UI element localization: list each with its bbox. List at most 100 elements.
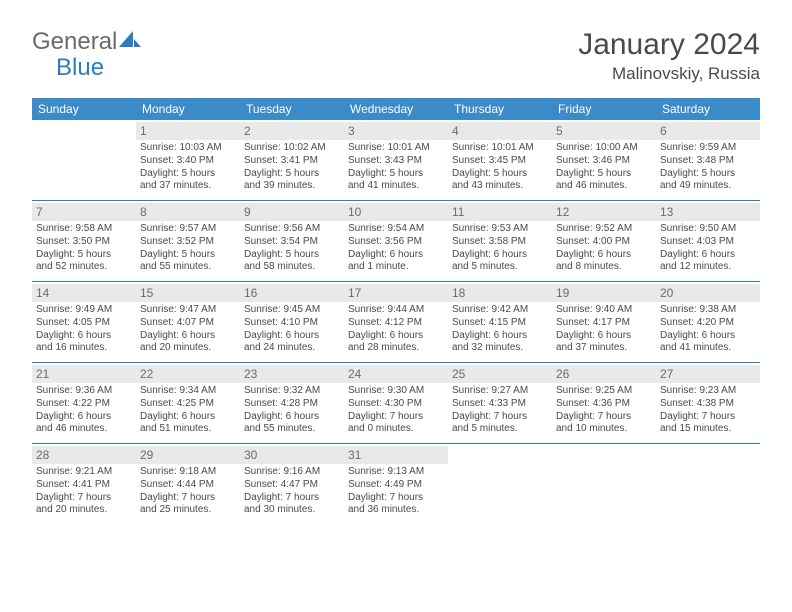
info-line: and 5 minutes. xyxy=(452,261,548,274)
day-number: 12 xyxy=(552,203,656,221)
day-number: 7 xyxy=(32,203,136,221)
info-line: Sunrise: 9:25 AM xyxy=(556,385,652,398)
info-line: Sunrise: 9:57 AM xyxy=(140,223,236,236)
day-cell: 22Sunrise: 9:34 AMSunset: 4:25 PMDayligh… xyxy=(136,363,240,443)
info-line: Daylight: 6 hours xyxy=(452,330,548,343)
month-title: January 2024 xyxy=(578,28,760,62)
info-line: Daylight: 5 hours xyxy=(140,249,236,262)
week-row: 28Sunrise: 9:21 AMSunset: 4:41 PMDayligh… xyxy=(32,444,760,524)
info-line: Daylight: 6 hours xyxy=(244,411,340,424)
info-line: and 15 minutes. xyxy=(660,423,756,436)
week-row: 7 Sunrise: 9:58 AMSunset: 3:50 PMDaylight… xyxy=(32,201,760,282)
info-line: and 55 minutes. xyxy=(140,261,236,274)
day-info: Sunrise: 9:57 AMSunset: 3:52 PMDaylight:… xyxy=(140,223,236,274)
info-line: Sunset: 4:07 PM xyxy=(140,317,236,330)
week-row: 14Sunrise: 9:49 AMSunset: 4:05 PMDayligh… xyxy=(32,282,760,363)
day-cell: 29 Sunrise: 9:18 AMSunset: 4:44 PMDayligh… xyxy=(136,444,240,524)
info-line: Sunset: 3:50 PM xyxy=(36,236,132,249)
info-line: Sunrise: 9:36 AM xyxy=(36,385,132,398)
day-info: Sunrise: 10:02 AMSunset: 3:41 PMDaylight… xyxy=(244,142,340,193)
info-line: Sunrise: 9:59 AM xyxy=(660,142,756,155)
day-info: Sunrise: 10:00 AMSunset: 3:46 PMDaylight… xyxy=(556,142,652,193)
info-line: Sunrise: 9:23 AM xyxy=(660,385,756,398)
info-line: Sunrise: 9:30 AM xyxy=(348,385,444,398)
info-line: Sunrise: 9:42 AM xyxy=(452,304,548,317)
day-cell: 1Sunrise: 10:03 AMSunset: 3:40 PMDayligh… xyxy=(136,120,240,200)
day-number: 30 xyxy=(240,446,344,464)
info-line: Sunrise: 9:32 AM xyxy=(244,385,340,398)
day-info: Sunrise: 10:01 AMSunset: 3:43 PMDaylight… xyxy=(348,142,444,193)
day-info: Sunrise: 9:23 AMSunset: 4:38 PMDaylight:… xyxy=(660,385,756,436)
info-line: Daylight: 5 hours xyxy=(244,249,340,262)
day-header: Wednesday xyxy=(344,98,448,120)
day-cell: 23 Sunrise: 9:32 AMSunset: 4:28 PMDayligh… xyxy=(240,363,344,443)
info-line: Sunset: 4:38 PM xyxy=(660,398,756,411)
info-line: Daylight: 5 hours xyxy=(140,168,236,181)
day-info: Sunrise: 9:49 AMSunset: 4:05 PMDaylight:… xyxy=(36,304,132,355)
info-line: and 16 minutes. xyxy=(36,342,132,355)
info-line: and 30 minutes. xyxy=(244,504,340,517)
info-line: and 28 minutes. xyxy=(348,342,444,355)
day-number: 26 xyxy=(552,365,656,383)
info-line: and 41 minutes. xyxy=(348,180,444,193)
info-line: Daylight: 5 hours xyxy=(452,168,548,181)
info-line: and 10 minutes. xyxy=(556,423,652,436)
day-number: 23 xyxy=(240,365,344,383)
day-cell: 2Sunrise: 10:02 AMSunset: 3:41 PMDayligh… xyxy=(240,120,344,200)
day-number: 29 xyxy=(136,446,240,464)
info-line: Sunrise: 9:52 AM xyxy=(556,223,652,236)
info-line: Sunset: 4:15 PM xyxy=(452,317,548,330)
info-line: Sunrise: 9:56 AM xyxy=(244,223,340,236)
day-info: Sunrise: 9:58 AMSunset: 3:50 PMDaylight:… xyxy=(36,223,132,274)
info-line: Sunset: 4:20 PM xyxy=(660,317,756,330)
day-header: Thursday xyxy=(448,98,552,120)
info-line: Daylight: 5 hours xyxy=(36,249,132,262)
day-info: Sunrise: 10:03 AMSunset: 3:40 PMDaylight… xyxy=(140,142,236,193)
info-line: and 37 minutes. xyxy=(556,342,652,355)
info-line: and 46 minutes. xyxy=(556,180,652,193)
info-line: Sunset: 4:41 PM xyxy=(36,479,132,492)
info-line: Sunset: 4:49 PM xyxy=(348,479,444,492)
info-line: Sunrise: 9:40 AM xyxy=(556,304,652,317)
day-cell: 8Sunrise: 9:57 AMSunset: 3:52 PMDaylight… xyxy=(136,201,240,281)
day-cell: 20 Sunrise: 9:38 AMSunset: 4:20 PMDayligh… xyxy=(656,282,760,362)
info-line: Sunrise: 9:49 AM xyxy=(36,304,132,317)
day-info: Sunrise: 9:18 AMSunset: 4:44 PMDaylight:… xyxy=(140,466,236,517)
day-number: 14 xyxy=(32,284,136,302)
day-cell: 5Sunrise: 10:00 AMSunset: 3:46 PMDayligh… xyxy=(552,120,656,200)
info-line: and 20 minutes. xyxy=(36,504,132,517)
day-number: 20 xyxy=(656,284,760,302)
info-line: Daylight: 5 hours xyxy=(244,168,340,181)
info-line: Daylight: 7 hours xyxy=(140,492,236,505)
info-line: Sunrise: 10:01 AM xyxy=(452,142,548,155)
calendar-page: General Blue January 2024 Malinovskiy, R… xyxy=(0,0,792,544)
info-line: Sunrise: 9:27 AM xyxy=(452,385,548,398)
day-number: 13 xyxy=(656,203,760,221)
info-line: Sunset: 4:05 PM xyxy=(36,317,132,330)
info-line: Daylight: 6 hours xyxy=(36,330,132,343)
day-number: 10 xyxy=(344,203,448,221)
logo-blue: Blue xyxy=(56,54,141,82)
day-header: Monday xyxy=(136,98,240,120)
day-info: Sunrise: 9:30 AMSunset: 4:30 PMDaylight:… xyxy=(348,385,444,436)
info-line: and 55 minutes. xyxy=(244,423,340,436)
info-line: and 52 minutes. xyxy=(36,261,132,274)
week-row: 21Sunrise: 9:36 AMSunset: 4:22 PMDayligh… xyxy=(32,363,760,444)
day-info: Sunrise: 9:38 AMSunset: 4:20 PMDaylight:… xyxy=(660,304,756,355)
info-line: Sunset: 3:48 PM xyxy=(660,155,756,168)
info-line: Sunset: 3:52 PM xyxy=(140,236,236,249)
info-line: and 24 minutes. xyxy=(244,342,340,355)
day-info: Sunrise: 9:56 AMSunset: 3:54 PMDaylight:… xyxy=(244,223,340,274)
day-info: Sunrise: 9:16 AMSunset: 4:47 PMDaylight:… xyxy=(244,466,340,517)
day-number: 6 xyxy=(656,122,760,140)
info-line: Sunset: 3:56 PM xyxy=(348,236,444,249)
info-line: Sunset: 4:28 PM xyxy=(244,398,340,411)
day-cell: 7 Sunrise: 9:58 AMSunset: 3:50 PMDaylight… xyxy=(32,201,136,281)
day-cell xyxy=(448,444,552,524)
day-header: Sunday xyxy=(32,98,136,120)
day-info: Sunrise: 9:53 AMSunset: 3:58 PMDaylight:… xyxy=(452,223,548,274)
info-line: Sunset: 4:12 PM xyxy=(348,317,444,330)
info-line: Sunrise: 9:18 AM xyxy=(140,466,236,479)
info-line: Sunset: 4:25 PM xyxy=(140,398,236,411)
day-cell: 31Sunrise: 9:13 AMSunset: 4:49 PMDayligh… xyxy=(344,444,448,524)
